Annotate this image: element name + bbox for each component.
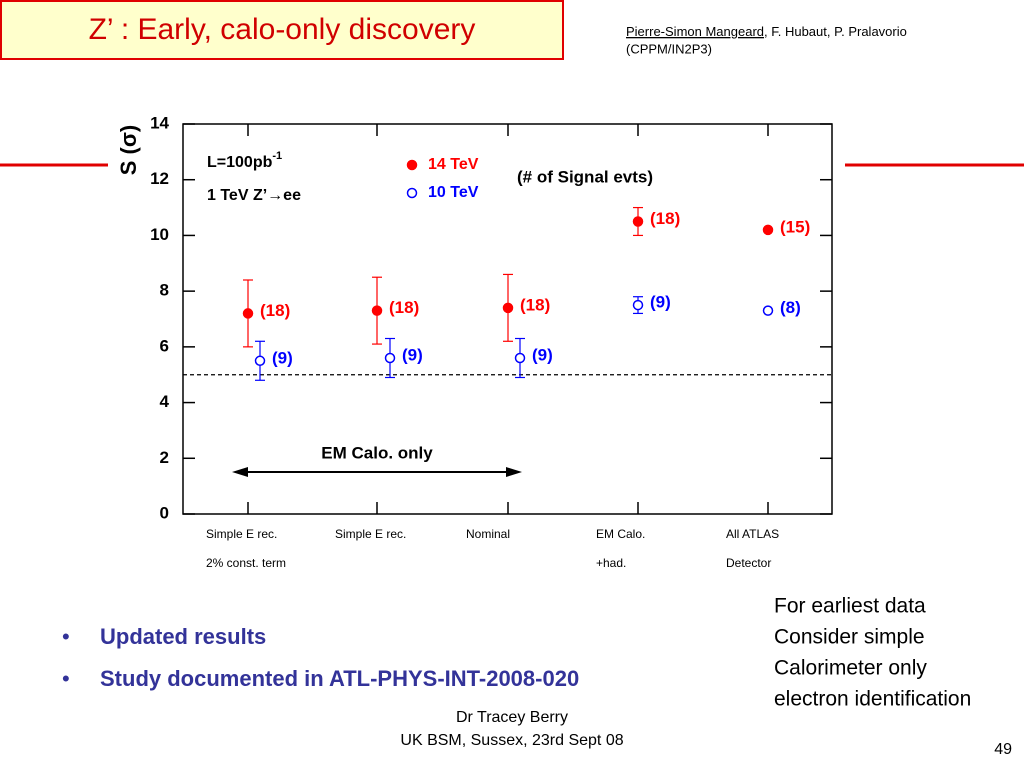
- y-axis-label: S (σ): [116, 125, 141, 176]
- data-point: [384, 352, 396, 364]
- data-point: [632, 216, 644, 227]
- bullet-dot: •: [62, 624, 70, 649]
- data-point: [502, 302, 514, 314]
- y-tick-label: 0: [160, 503, 169, 522]
- luminosity-sup: -1: [272, 150, 282, 162]
- y-tick-label: 12: [150, 169, 169, 188]
- x-tick-label: All ATLAS: [726, 527, 779, 541]
- x-tick-label: EM Calo.: [596, 527, 645, 541]
- x-tick-label: Detector: [726, 556, 771, 570]
- y-tick-label: 8: [160, 281, 169, 300]
- event-label: (18): [650, 209, 680, 228]
- slide-title: Z’ : Early, calo-only discovery: [89, 13, 476, 46]
- y-tick-label: 4: [160, 392, 170, 411]
- luminosity: L=100pb-1: [207, 150, 282, 171]
- note-line: Consider simple: [774, 626, 925, 649]
- event-label: (15): [780, 217, 810, 236]
- bullet-dot: •: [62, 666, 70, 691]
- arrow-head: [232, 467, 248, 477]
- title-box: [0, 0, 564, 60]
- affiliation: (CPPM/IN2P3): [626, 41, 712, 56]
- y-tick-label: 10: [150, 225, 169, 244]
- event-label: (18): [389, 298, 419, 317]
- x-tick-label: 2% const. term: [206, 556, 286, 570]
- range-label: EM Calo. only: [321, 443, 433, 462]
- legend-marker: [406, 159, 418, 171]
- event-label: (9): [402, 345, 423, 364]
- events-note: (# of Signal evts): [517, 167, 653, 186]
- y-tick-label: 14: [150, 113, 169, 132]
- authors: Pierre-Simon Mangeard, F. Hubaut, P. Pra…: [626, 24, 907, 39]
- luminosity-text: L=100pb: [207, 154, 273, 171]
- data-point: [514, 352, 526, 364]
- data-point: [632, 299, 644, 311]
- x-tick-label: Simple E rec.: [335, 527, 406, 541]
- event-label: (9): [650, 293, 671, 312]
- page-number: 49: [994, 741, 1012, 758]
- arrow-head: [506, 467, 522, 477]
- data-point: [242, 308, 254, 319]
- note-line: electron identification: [774, 688, 971, 711]
- legend-marker: [406, 187, 418, 199]
- note-line: For earliest data: [774, 595, 926, 618]
- y-tick-label: 6: [160, 336, 169, 355]
- legend-label: 10 TeV: [428, 184, 479, 201]
- x-tick-label: Simple E rec.: [206, 527, 277, 541]
- authors-rest: , F. Hubaut, P. Pralavorio: [764, 24, 907, 39]
- bullet: Updated results: [100, 624, 266, 649]
- x-tick-label: Nominal: [466, 527, 510, 541]
- event-label: (18): [260, 301, 290, 320]
- plot: 0 2 4 6 8 10 12 14 S (σ) Simple E rec. 2% const. t…: [116, 113, 833, 570]
- x-tick-label: +had.: [596, 556, 626, 570]
- y-tick-label: 2: [160, 448, 169, 467]
- footer-line: Dr Tracey Berry: [456, 709, 568, 726]
- author: Pierre-Simon Mangeard: [626, 24, 764, 39]
- data-point: [762, 224, 774, 236]
- footer-line: UK BSM, Sussex, 23rd Sept 08: [400, 732, 623, 749]
- event-label: (9): [272, 348, 293, 367]
- data-point: [762, 305, 774, 316]
- legend-label: 14 TeV: [428, 156, 479, 173]
- data-point: [254, 355, 266, 367]
- event-label: (8): [780, 298, 801, 317]
- process: 1 TeV Z’→ee: [207, 187, 301, 204]
- note-line: Calorimeter only: [774, 657, 927, 680]
- event-label: (18): [520, 295, 550, 314]
- data-point: [371, 305, 383, 316]
- event-label: (9): [532, 345, 553, 364]
- bullet: Study documented in ATL-PHYS-INT-2008-02…: [100, 666, 579, 691]
